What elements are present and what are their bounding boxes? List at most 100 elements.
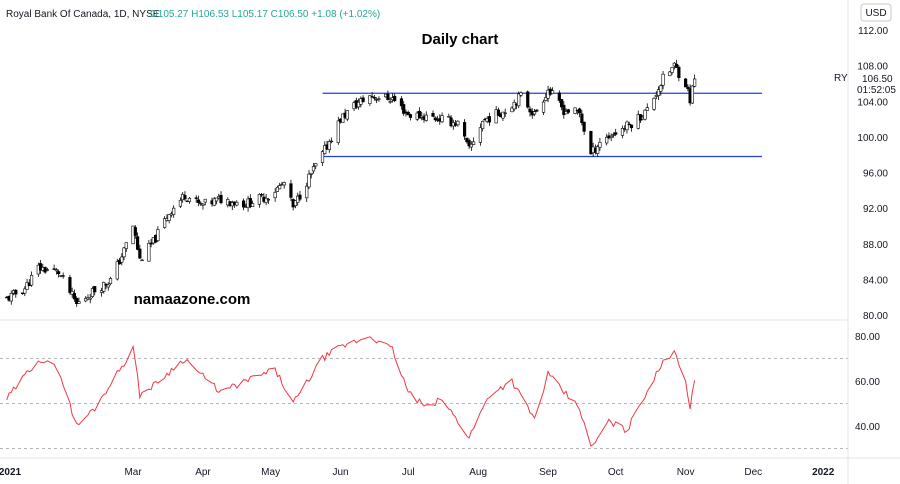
candle (187, 197, 192, 204)
candle (178, 197, 183, 208)
candle (257, 193, 261, 208)
candle (14, 289, 18, 298)
candle (562, 100, 566, 119)
candle (370, 92, 374, 98)
candle (194, 195, 198, 203)
candle (433, 116, 437, 123)
candle (219, 191, 223, 205)
candle (248, 194, 252, 209)
candle (298, 190, 302, 202)
candle (167, 213, 171, 224)
candle (605, 133, 609, 146)
candle (670, 66, 674, 75)
candle (620, 125, 625, 139)
candle (496, 107, 501, 117)
price-tick-label: 84.00 (863, 275, 888, 286)
candle (61, 272, 65, 279)
candle (172, 205, 176, 218)
time-tick-label: Aug (469, 467, 487, 478)
candle (598, 137, 602, 151)
candle (532, 108, 537, 117)
candle (138, 244, 142, 260)
candle (122, 246, 126, 261)
candle (469, 141, 473, 151)
watermark-text: namaazone.com (134, 291, 251, 308)
candle (406, 110, 410, 116)
candle (544, 93, 548, 102)
candle (201, 203, 205, 210)
rsi-tick-label: 40.00 (855, 422, 880, 433)
candle (275, 185, 280, 192)
candle (38, 260, 43, 274)
candle (147, 239, 151, 262)
candle (120, 253, 124, 266)
candle (578, 107, 582, 118)
candle (386, 90, 390, 101)
candle (503, 108, 507, 117)
candle (88, 293, 92, 304)
rsi-tick-label: 60.00 (855, 377, 880, 388)
candle (494, 105, 498, 124)
candle (388, 97, 392, 104)
price-axis-scale: 80.00 84.00 88.00 92.00 96.00 100.00 104.00 108… (855, 26, 888, 433)
candle (23, 286, 27, 297)
candle (693, 74, 697, 88)
candle (659, 84, 663, 96)
candle (212, 196, 216, 207)
price-tick-label: 80.00 (863, 311, 888, 322)
price-tick-label: 92.00 (863, 204, 888, 215)
candle (440, 112, 444, 124)
candle (314, 163, 318, 170)
price-tick-label: 112.00 (858, 26, 888, 37)
candle (625, 120, 629, 134)
candle (528, 106, 532, 117)
candle (309, 172, 313, 179)
candle (661, 70, 665, 90)
chart-annotation-title: Daily chart (422, 31, 499, 48)
candle (250, 200, 255, 207)
candle (487, 112, 492, 126)
price-tick-label: 108.00 (857, 62, 888, 73)
candle (566, 108, 570, 114)
candle (564, 108, 568, 115)
candle (323, 141, 327, 155)
candle (535, 109, 539, 113)
candle (501, 111, 505, 122)
price-tick-label: 96.00 (863, 169, 888, 180)
candle (341, 113, 345, 124)
candle (519, 91, 523, 97)
candle (643, 109, 647, 121)
candle (393, 93, 397, 103)
candle (102, 281, 106, 294)
candle (652, 97, 656, 111)
candle (417, 107, 422, 119)
candle (517, 91, 521, 109)
candle (559, 98, 564, 111)
time-tick-label: 2021 (0, 467, 22, 478)
candle (293, 200, 298, 209)
candle (104, 283, 108, 290)
candle (203, 198, 207, 206)
time-tick-label: Oct (608, 467, 624, 478)
candle (345, 110, 349, 122)
candle (478, 123, 482, 146)
candle (609, 133, 613, 142)
candle (124, 242, 128, 252)
candle (149, 238, 153, 248)
time-tick-label: 2022 (812, 467, 835, 478)
candle (273, 188, 277, 202)
candle (163, 216, 167, 229)
time-tick-label: Jul (402, 467, 415, 478)
candle (183, 191, 187, 201)
candle (596, 144, 600, 157)
candle (372, 95, 376, 101)
currency-badge[interactable] (860, 3, 892, 22)
candle (140, 258, 144, 262)
candle (305, 182, 309, 202)
ohlc-readout: O105.27 H106.53 L105.17 C106.50 +1.08 (+… (150, 9, 380, 20)
candle (54, 268, 58, 275)
candle (465, 137, 469, 144)
time-tick-label: Dec (744, 467, 762, 478)
candle (264, 194, 268, 206)
candle (214, 197, 219, 205)
